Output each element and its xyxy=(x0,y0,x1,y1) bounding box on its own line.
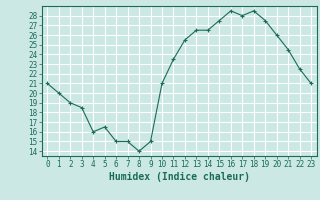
X-axis label: Humidex (Indice chaleur): Humidex (Indice chaleur) xyxy=(109,172,250,182)
